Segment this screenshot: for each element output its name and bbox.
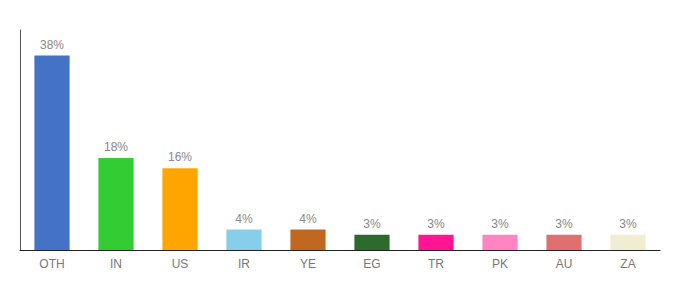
svg-text:3%: 3% [619, 217, 637, 231]
svg-text:OTH: OTH [39, 257, 64, 271]
svg-text:AU: AU [556, 257, 573, 271]
svg-text:IR: IR [238, 257, 250, 271]
svg-text:4%: 4% [235, 212, 253, 226]
svg-text:TR: TR [428, 257, 444, 271]
svg-text:16%: 16% [168, 150, 192, 164]
svg-text:18%: 18% [104, 140, 128, 154]
svg-text:PK: PK [492, 257, 508, 271]
svg-text:38%: 38% [40, 38, 64, 52]
svg-text:YE: YE [300, 257, 316, 271]
svg-text:3%: 3% [491, 217, 509, 231]
svg-text:3%: 3% [427, 217, 445, 231]
svg-text:EG: EG [363, 257, 380, 271]
svg-text:4%: 4% [299, 212, 317, 226]
svg-text:US: US [172, 257, 189, 271]
svg-text:IN: IN [110, 257, 122, 271]
svg-text:3%: 3% [555, 217, 573, 231]
svg-text:3%: 3% [363, 217, 381, 231]
svg-text:ZA: ZA [620, 257, 635, 271]
